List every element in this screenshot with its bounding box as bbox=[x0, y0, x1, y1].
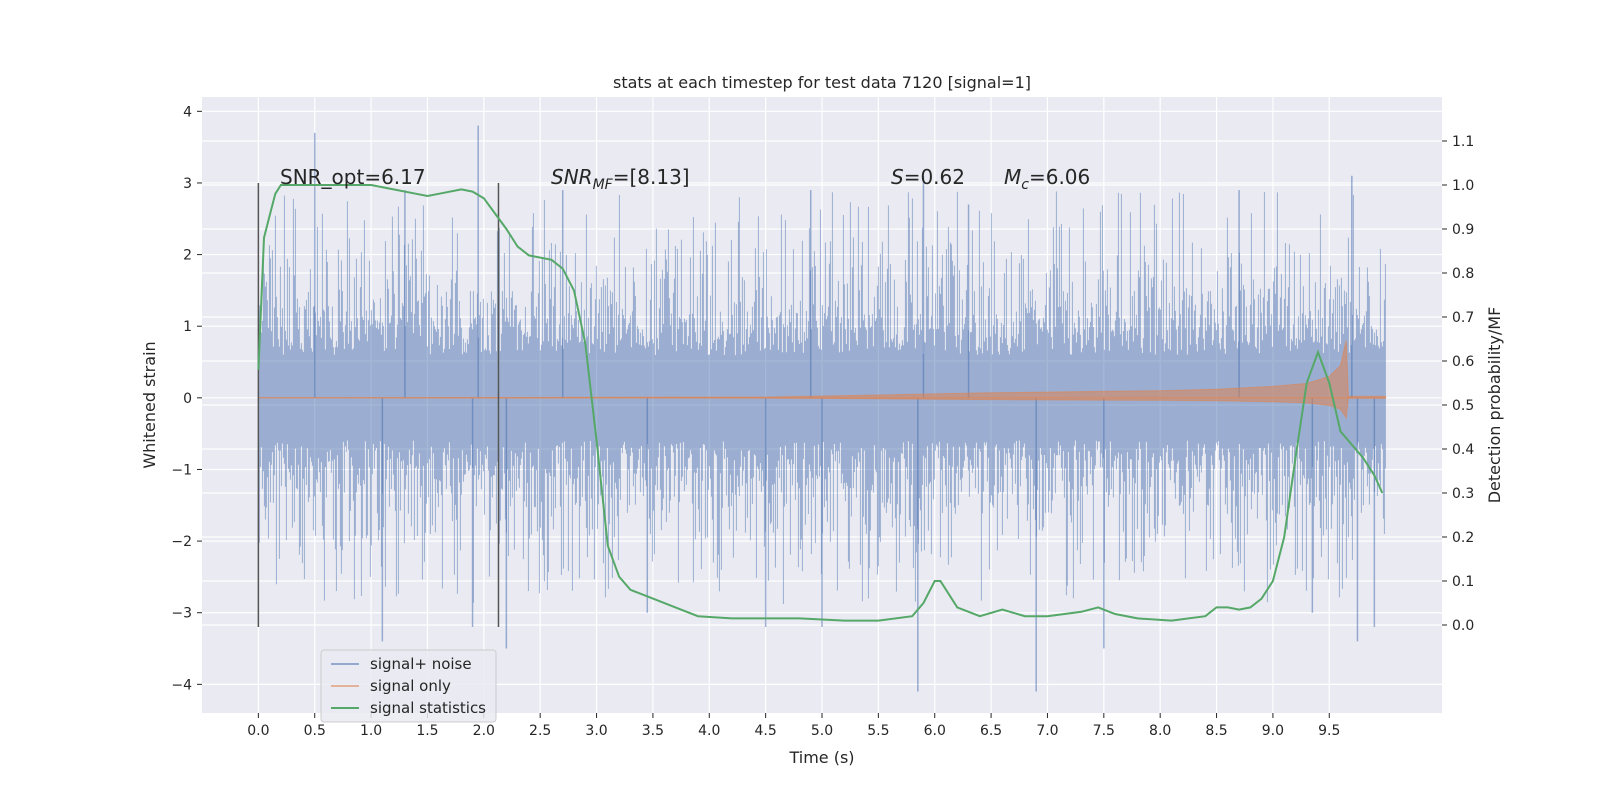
annotation-mc-main: M bbox=[1004, 165, 1021, 189]
y-right-tick-label: 0.5 bbox=[1452, 398, 1474, 414]
x-tick-label: 0.5 bbox=[304, 723, 326, 739]
annotations: SNR_opt=6.17 SNRMF=[8.13] S=0.62 Mc=6.06 bbox=[280, 165, 1090, 193]
annotation-snr-mf-sub: MF bbox=[593, 177, 614, 193]
y-right-tick-label: 0.9 bbox=[1452, 222, 1474, 238]
x-tick-label: 8.0 bbox=[1149, 723, 1171, 739]
y-right-tick-label: 0.1 bbox=[1452, 574, 1474, 590]
annotation-s: S=0.62 bbox=[891, 165, 965, 189]
y-right-tick-label: 0.6 bbox=[1452, 354, 1474, 370]
series-signal-plus-noise bbox=[257, 125, 1386, 692]
x-tick-label: 8.5 bbox=[1205, 723, 1227, 739]
legend-label-noise: signal+ noise bbox=[370, 655, 472, 673]
y-right-tick-label: 0.3 bbox=[1452, 486, 1474, 502]
y-tick-label: −2 bbox=[171, 534, 192, 550]
y-axis-ticks: −4 −3 −2 −1 0 1 2 3 4 bbox=[171, 104, 202, 693]
x-tick-label: 3.0 bbox=[585, 723, 607, 739]
x-tick-label: 4.5 bbox=[755, 723, 777, 739]
y-tick-label: 4 bbox=[183, 104, 192, 120]
vertical-markers bbox=[257, 182, 500, 628]
x-tick-label: 5.0 bbox=[811, 723, 833, 739]
annotation-snr-mf: SNRMF=[8.13] bbox=[551, 165, 690, 193]
x-tick-label: 3.5 bbox=[642, 723, 664, 739]
y-tick-label: −3 bbox=[171, 606, 192, 622]
x-axis-label: Time (s) bbox=[788, 748, 854, 767]
annotation-snr-mf-rest: =[8.13] bbox=[613, 165, 690, 189]
annotation-mc-sub: c bbox=[1021, 177, 1029, 193]
x-axis-ticks: 0.0 0.5 1.0 1.5 2.0 2.5 3.0 3.5 4.0 4.5 5.0 5.5 6.0 6… bbox=[247, 713, 1340, 739]
annotation-mc: Mc=6.06 bbox=[1004, 165, 1090, 193]
y-tick-label: 3 bbox=[183, 176, 192, 192]
y-right-tick-label: 0.8 bbox=[1452, 266, 1474, 282]
y-axis-right-label: Detection probability/MF bbox=[1485, 307, 1504, 504]
x-tick-label: 2.0 bbox=[473, 723, 495, 739]
legend-label-statistics: signal statistics bbox=[370, 699, 486, 717]
annotation-mc-rest: =6.06 bbox=[1029, 165, 1090, 189]
statistics-line bbox=[257, 184, 1384, 622]
legend-label-signal: signal only bbox=[370, 677, 451, 695]
annotation-snr-mf-main: SNR bbox=[551, 165, 593, 189]
x-tick-label: 0.0 bbox=[247, 723, 269, 739]
annotation-s-main: S bbox=[891, 165, 904, 189]
x-tick-label: 7.5 bbox=[1093, 723, 1115, 739]
x-tick-label: 4.0 bbox=[698, 723, 720, 739]
y-right-tick-label: 1.0 bbox=[1452, 178, 1474, 194]
chart-title: stats at each timestep for test data 712… bbox=[613, 73, 1031, 92]
y-right-tick-label: 0.2 bbox=[1452, 530, 1474, 546]
x-tick-label: 5.5 bbox=[867, 723, 889, 739]
y-tick-label: 2 bbox=[183, 248, 192, 264]
x-tick-label: 1.5 bbox=[416, 723, 438, 739]
y-right-tick-label: 0.4 bbox=[1452, 442, 1474, 458]
x-tick-label: 1.0 bbox=[360, 723, 382, 739]
y-right-tick-label: 0.0 bbox=[1452, 618, 1474, 634]
series-signal-only bbox=[258, 340, 1387, 420]
y-tick-label: 1 bbox=[183, 319, 192, 335]
annotation-s-rest: =0.62 bbox=[904, 165, 965, 189]
y-right-tick-label: 1.1 bbox=[1452, 134, 1474, 150]
y-axis-right-ticks: 0.0 0.1 0.2 0.3 0.4 0.5 0.6 0.7 0.8 0.9 1.0 1.1 bbox=[1442, 134, 1474, 634]
y-right-tick-label: 0.7 bbox=[1452, 310, 1474, 326]
x-tick-label: 6.0 bbox=[924, 723, 946, 739]
legend: signal+ noise signal only signal statist… bbox=[320, 649, 497, 723]
x-tick-label: 2.5 bbox=[529, 723, 551, 739]
x-tick-label: 7.0 bbox=[1036, 723, 1058, 739]
x-tick-label: 6.5 bbox=[980, 723, 1002, 739]
series-signal-statistics bbox=[257, 184, 1384, 622]
y-tick-label: 0 bbox=[183, 391, 192, 407]
y-tick-label: −1 bbox=[171, 462, 192, 478]
annotation-snr-opt: SNR_opt=6.17 bbox=[280, 165, 426, 189]
x-tick-label: 9.5 bbox=[1318, 723, 1340, 739]
x-tick-label: 9.0 bbox=[1262, 723, 1284, 739]
y-axis-label: Whitened strain bbox=[140, 341, 159, 468]
legend-box bbox=[320, 649, 497, 723]
y-tick-label: −4 bbox=[171, 677, 192, 693]
